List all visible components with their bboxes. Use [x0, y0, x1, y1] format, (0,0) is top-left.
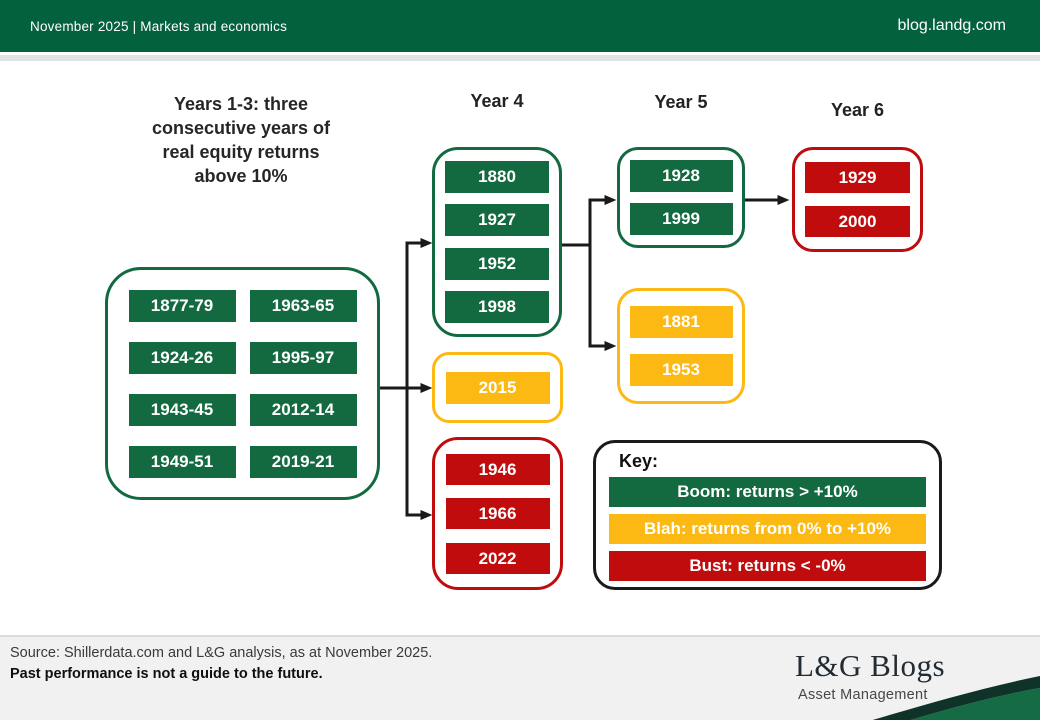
- year-range-chip: 1924-26: [128, 341, 236, 374]
- diagram-title-line: consecutive years of: [151, 118, 331, 138]
- footer: Source: Shillerdata.com and L&G analysis…: [0, 635, 1040, 720]
- diagram-title-line: Years 1-3: three: [173, 94, 309, 114]
- year-chip: 1929: [805, 162, 910, 194]
- year-chip: 1881: [629, 306, 733, 339]
- year-chip: 1952: [445, 247, 549, 280]
- year-chip: 1880: [445, 161, 549, 194]
- year-chip: 1927: [445, 204, 549, 237]
- year-range-chip: 1943-45: [128, 393, 236, 426]
- year-range-chip: 1949-51: [128, 445, 236, 478]
- year-range-chip: 1877-79: [128, 289, 236, 322]
- column-label-year4: Year 4: [470, 91, 524, 111]
- years1-3-group-box: 1877-79 1963-65 1924-26 1995-97 1943-45 …: [105, 267, 380, 500]
- legend-entry-blah: Blah: returns from 0% to +10%: [609, 514, 926, 544]
- year5-blah-box: 1881 1953: [617, 288, 745, 404]
- legend-title: Key:: [619, 451, 659, 471]
- year6-bust-box: 1929 2000: [792, 147, 923, 252]
- year-chip: 1928: [629, 160, 733, 193]
- year-range-chip: 2012-14: [249, 393, 357, 426]
- diagram-title-line: above 10%: [194, 166, 288, 186]
- legend-entry-boom: Boom: returns > +10%: [609, 477, 926, 507]
- year-chip: 2022: [445, 542, 550, 574]
- header-divider: [0, 55, 1040, 61]
- year4-boom-box: 1880 1927 1952 1998: [432, 147, 562, 337]
- year4-bust-box: 1946 1966 2022: [432, 437, 563, 590]
- column-label-year5: Year 5: [654, 92, 708, 112]
- year-chip: 1999: [629, 202, 733, 235]
- year-chip: 1953: [629, 353, 733, 386]
- year-range-chip: 1995-97: [249, 341, 357, 374]
- year-range-chip: 2019-21: [249, 445, 357, 478]
- column-label-year6: Year 6: [830, 100, 885, 120]
- year-range-chip: 1963-65: [249, 289, 357, 322]
- header-edition-label: November 2025 | Markets and economics: [30, 18, 288, 34]
- diagram-title: Years 1-3: three consecutive years of re…: [116, 92, 366, 188]
- source-text: Source: Shillerdata.com and L&G analysis…: [10, 645, 433, 661]
- disclaimer-text: Past performance is not a guide to the f…: [10, 666, 323, 682]
- year-chip: 1998: [445, 290, 549, 323]
- blog-url-link[interactable]: blog.landg.com: [897, 17, 1006, 34]
- diagram-title-line: real equity returns: [162, 142, 320, 162]
- lg-blogs-logo: L&G Blogs: [795, 648, 946, 683]
- legend-entry-bust: Bust: returns < -0%: [609, 551, 926, 581]
- year4-blah-box: 2015: [432, 352, 563, 423]
- year5-boom-box: 1928 1999: [617, 147, 745, 248]
- year-chip: 2000: [805, 205, 910, 237]
- header-bar: November 2025 | Markets and economics bl…: [0, 0, 1040, 52]
- legend-box: Key: Boom: returns > +10% Blah: returns …: [593, 440, 942, 590]
- year-chip: 1946: [445, 453, 550, 485]
- brand-swoosh-graphic: [872, 676, 1040, 720]
- year-chip: 2015: [445, 371, 550, 404]
- year-chip: 1966: [445, 498, 550, 529]
- asset-management-label: Asset Management: [798, 687, 928, 703]
